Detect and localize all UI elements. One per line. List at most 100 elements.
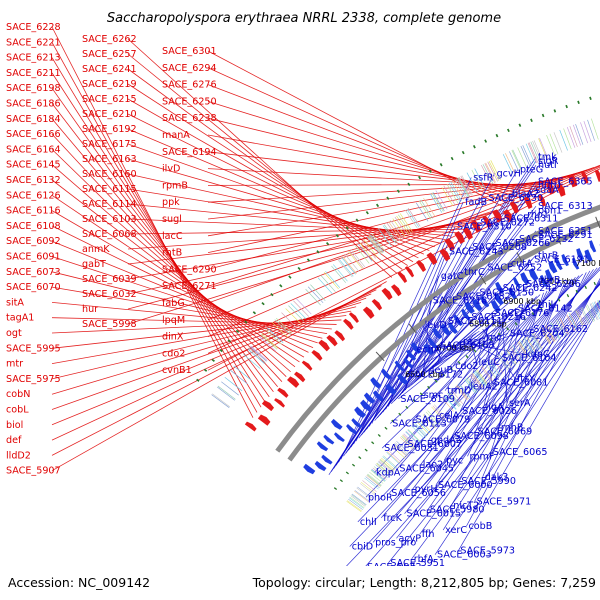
gene-label: ilvD — [162, 164, 180, 175]
gene-stripe — [367, 236, 382, 255]
gene-label: SACE_6000 — [438, 480, 493, 491]
gene-label: hutI — [538, 160, 557, 171]
forward-cds-arrow — [523, 196, 533, 209]
gene-stripe — [386, 451, 401, 464]
gene-stripe — [471, 169, 483, 190]
gene-label: rbfA — [414, 554, 434, 565]
gene-label: pros_pro — [375, 537, 416, 548]
gc-mark — [428, 169, 432, 173]
gene-stripe — [458, 177, 470, 197]
forward-cds-arrow — [509, 201, 519, 214]
connector-line — [428, 298, 534, 441]
gene-stripe — [391, 445, 406, 459]
connector-line — [458, 306, 600, 551]
gene-label: SACE_5973 — [460, 546, 515, 557]
gene-stripe — [432, 405, 446, 420]
gene-stripe — [530, 141, 540, 163]
gene-stripe — [456, 385, 469, 400]
gc-mark — [497, 332, 501, 336]
connector-line — [51, 194, 300, 363]
connector-line — [459, 280, 569, 482]
map-title: Saccharopolyspora erythraea NRRL 2338, c… — [107, 11, 501, 26]
gene-stripe — [551, 322, 561, 339]
reverse-cds-arrow — [453, 314, 463, 326]
gene-label: SACE_6251 — [538, 226, 593, 237]
gene-stripe — [401, 435, 416, 449]
gc-mark — [577, 100, 580, 105]
connector-line — [51, 57, 262, 408]
gc-mark — [396, 189, 400, 193]
gene-label: sdaA — [535, 185, 559, 196]
gene-stripe — [347, 500, 362, 512]
connector-line — [374, 230, 537, 421]
label-connector-lines — [51, 26, 600, 572]
forward-cds-arrow — [439, 248, 451, 262]
gene-stripe — [512, 149, 523, 170]
gene-label: acyP — [398, 533, 421, 544]
gc-mark — [375, 203, 380, 208]
reverse-cds-arrow — [397, 373, 409, 385]
gene-stripe — [359, 242, 374, 261]
connector-line — [127, 218, 480, 280]
gene-label: SACE_6114 — [82, 199, 137, 210]
gene-stripe — [396, 215, 410, 235]
reverse-cds-arrow — [472, 298, 483, 312]
gene-stripe — [522, 339, 533, 355]
gene-stripe — [526, 336, 537, 352]
forward-cds-arrow — [397, 271, 408, 284]
forward-cds-arrow — [502, 209, 513, 223]
gene-stripe — [356, 487, 372, 500]
connector-line — [425, 304, 537, 373]
gene-stripe — [511, 150, 522, 171]
gene-stripe — [342, 256, 357, 274]
gene-stripe — [587, 304, 596, 322]
reverse-cds-arrow — [316, 441, 329, 452]
gc-mark — [465, 355, 469, 359]
gene-stripe — [420, 199, 433, 219]
gc-mark — [244, 320, 248, 324]
reverse-cds-arrow — [323, 434, 335, 445]
gene-stripe — [501, 352, 512, 368]
reverse-cds-arrow — [539, 274, 548, 287]
gene-stripe — [455, 386, 468, 401]
gc-mark — [227, 339, 231, 343]
scale-tick — [516, 252, 524, 264]
gc-mark — [211, 358, 215, 362]
forward-cds-arrow — [261, 400, 275, 412]
gene-stripe — [378, 228, 392, 247]
connector-line — [51, 285, 382, 456]
forward-cds-arrow — [426, 252, 438, 265]
gene-label: SACE_6056 — [391, 488, 446, 499]
reverse-cds-arrow — [520, 272, 530, 285]
forward-cds-arrow — [404, 266, 415, 278]
gene-stripe — [427, 410, 440, 425]
gene-stripe — [451, 389, 463, 404]
gc-mark — [461, 150, 465, 155]
gene-stripe — [441, 186, 454, 207]
gene-stripe — [376, 462, 391, 475]
gene-label: SACE_5990 — [461, 476, 516, 487]
gene-stripe — [247, 348, 265, 364]
gene-stripe — [379, 459, 394, 472]
gene-label: pyrH — [415, 484, 438, 495]
gene-label: sigR — [538, 156, 559, 167]
connector-line — [127, 83, 408, 266]
gene-label: gatC — [441, 271, 464, 282]
gene-stripe — [525, 336, 536, 353]
gene-label: thrB — [538, 250, 558, 261]
gene-stripe — [585, 305, 594, 322]
connector-line — [127, 215, 486, 295]
scale-tick-label: 6800 kbp — [469, 319, 507, 328]
connector-line — [363, 214, 526, 433]
gene-label: SACE_6166 — [6, 129, 61, 140]
gene-label: SACE_6108 — [6, 221, 61, 232]
gene-stripe — [487, 161, 498, 182]
gene-label: frcK — [383, 513, 402, 524]
gc-mark — [288, 275, 292, 279]
gene-label: SACE_5980 — [430, 505, 485, 516]
gene-stripe — [260, 334, 278, 350]
gene-stripe — [547, 324, 557, 341]
gene-stripe — [458, 383, 471, 399]
gc-mark — [270, 292, 274, 297]
